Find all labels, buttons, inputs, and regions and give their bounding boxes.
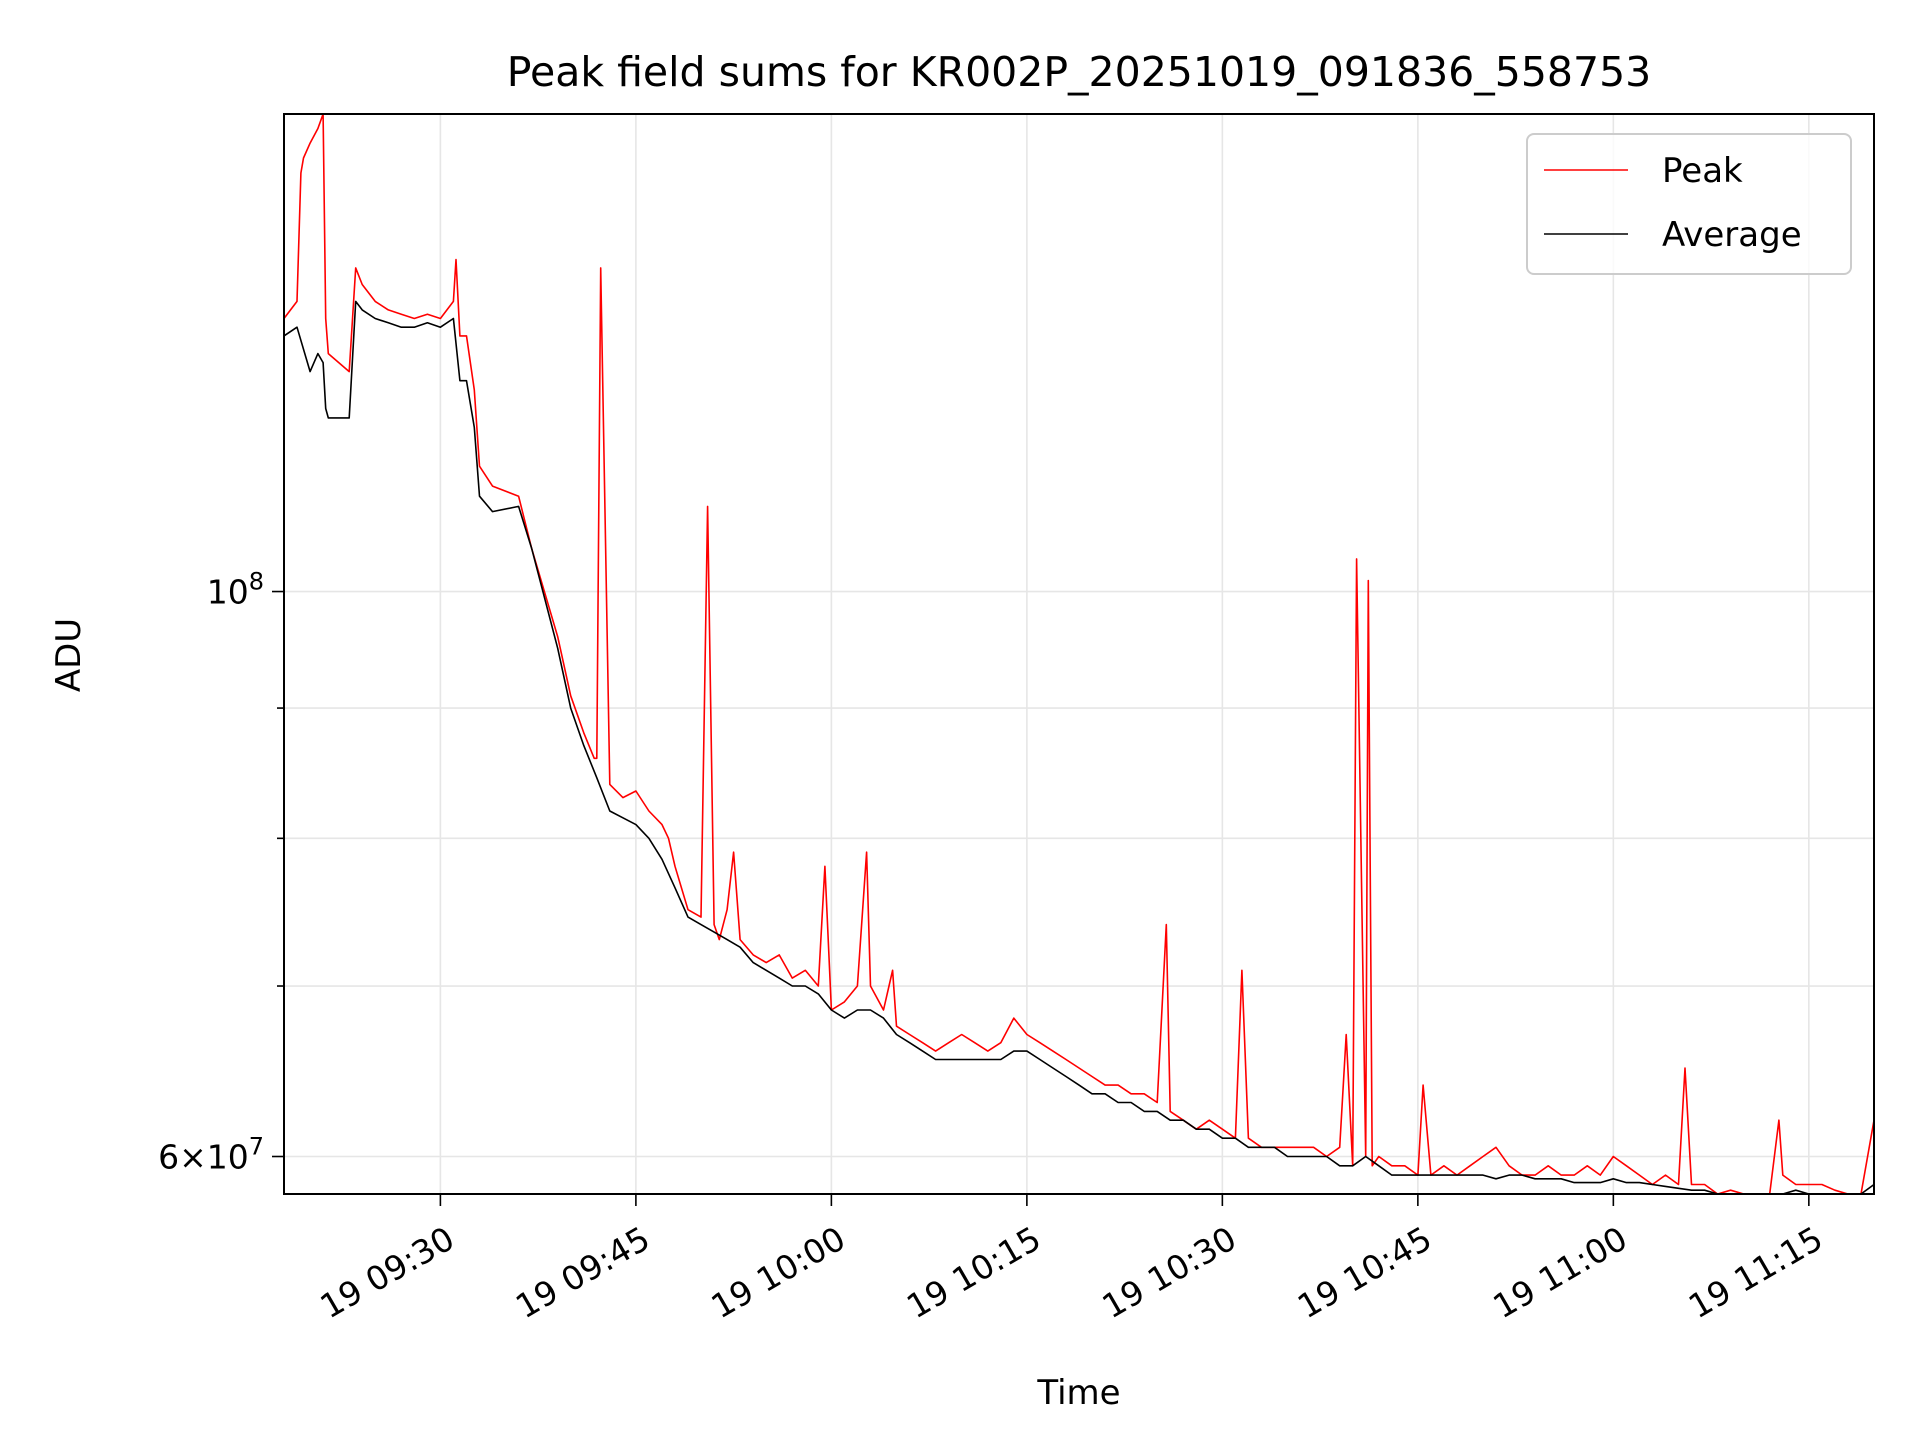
- chart-title: Peak field sums for KR002P_20251019_0918…: [507, 48, 1652, 96]
- x-gridlines: [439, 114, 1810, 1194]
- y-axis-label: ADU: [49, 618, 89, 692]
- legend-box: [1526, 133, 1852, 275]
- plot-frame: [283, 113, 1875, 1195]
- y-gridlines: [284, 590, 1874, 1158]
- legend: Peak Average: [1526, 133, 1852, 275]
- legend-peak-label: Peak: [1662, 151, 1743, 191]
- series-line-average: [284, 300, 1874, 1194]
- series-line-peak: [284, 114, 1874, 1194]
- y-axis-ticks: 108 6×107: [158, 568, 284, 1177]
- y-tick-label: 6×107: [158, 1133, 264, 1177]
- legend-average-label: Average: [1662, 215, 1802, 255]
- y-tick-label: 108: [207, 568, 264, 612]
- series-layer: [284, 114, 1874, 1194]
- x-axis-label: Time: [1036, 1373, 1120, 1413]
